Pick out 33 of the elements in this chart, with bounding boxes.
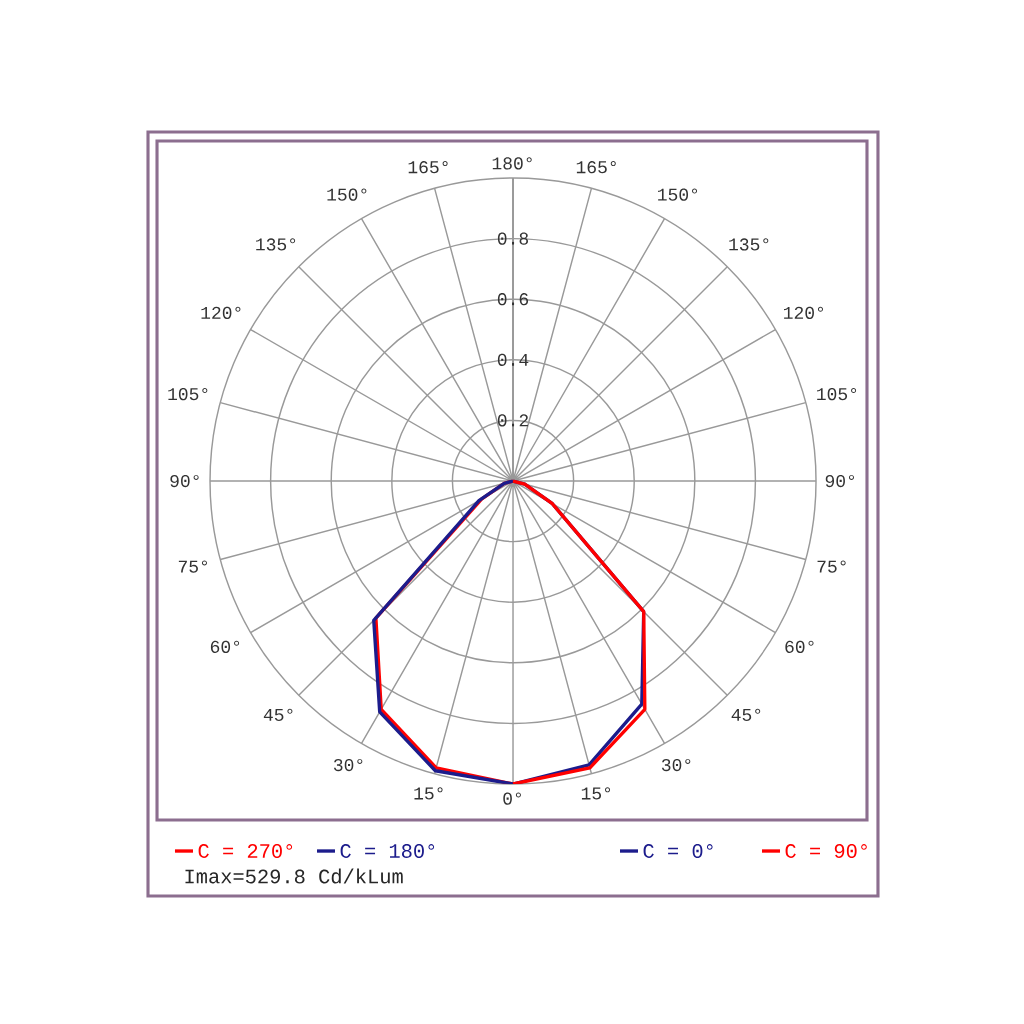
spoke-label: 15° xyxy=(414,787,443,800)
spoke-label: 120° xyxy=(201,306,241,319)
spoke-label: 135° xyxy=(729,238,769,251)
spoke-label: 60° xyxy=(785,640,814,653)
spoke-label: 150° xyxy=(327,188,367,201)
y-tick-label: 0.4 xyxy=(497,353,529,366)
spoke-label: 75° xyxy=(178,560,207,573)
spoke-label: 75° xyxy=(817,560,846,573)
spoke-label: 0° xyxy=(503,792,521,805)
spoke-label: 150° xyxy=(658,188,698,201)
text: Imax=529.8 Cd/kLum xyxy=(185,868,403,884)
spoke-label: 30° xyxy=(333,758,363,772)
spoke-label: 90° xyxy=(825,474,854,488)
spoke-label: 45° xyxy=(263,708,293,722)
legend-label: C = 90° xyxy=(785,844,867,858)
spoke-label: 180° xyxy=(492,157,532,170)
spoke-label: 105° xyxy=(817,387,857,401)
spoke-label: 165° xyxy=(408,161,448,174)
spoke-label: 30° xyxy=(661,758,691,772)
legend-label: C = 180° xyxy=(340,844,435,858)
spoke-label: 120° xyxy=(784,306,823,319)
y-tick-label: 0.8 xyxy=(497,232,529,245)
spoke-label: 165° xyxy=(576,161,616,174)
legend-label: C = 0° xyxy=(643,844,713,858)
y-tick-label: 0.2 xyxy=(497,414,528,427)
spoke-label: 60° xyxy=(210,640,240,653)
spoke-label: 105° xyxy=(168,387,208,401)
spoke-label: 15° xyxy=(581,787,611,800)
spoke-label: 90° xyxy=(170,474,199,488)
spoke-label: 45° xyxy=(731,708,761,722)
legend-label: C = 270° xyxy=(198,844,293,858)
spoke-label: 135° xyxy=(256,238,296,251)
y-tick-label: 0.6 xyxy=(497,293,529,306)
